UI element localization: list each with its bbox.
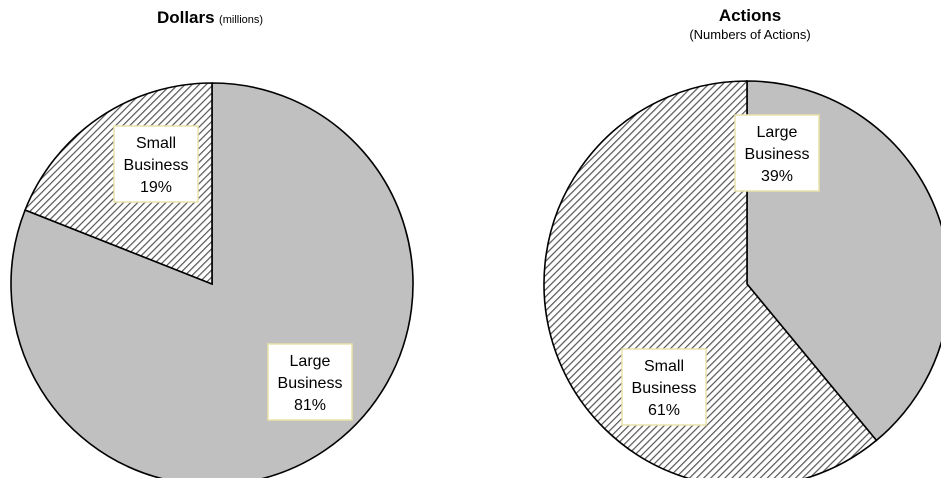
- slice-label-text: 81%: [294, 397, 326, 414]
- slice-label-small-business: Small Business 61%: [621, 348, 707, 426]
- slice-label-large-business: Large Business 81%: [267, 343, 353, 421]
- label-box: [621, 348, 707, 426]
- slice-label-text: Large: [757, 124, 798, 141]
- label-box: [734, 114, 820, 192]
- slice-label-text: 19%: [140, 179, 172, 196]
- slice-label-text: Business: [632, 380, 697, 397]
- slice-label-text: Business: [124, 157, 189, 174]
- pie-dollars: Large Business 81% Small Business 19%: [10, 82, 414, 478]
- pie-actions: Large Business 39% Small Business 61%: [543, 80, 941, 478]
- slice-label-text: Business: [745, 146, 810, 163]
- title-sub: (millions): [219, 14, 264, 26]
- title-sub: (Numbers of Actions): [689, 27, 811, 42]
- title-main: Dollars: [156, 8, 215, 27]
- label-box: [267, 343, 353, 421]
- chart-title-actions: Actions (Numbers of Actions): [600, 6, 900, 42]
- slice-label-text: Large: [290, 353, 331, 370]
- label-box: [113, 125, 199, 203]
- slice-label-text: Business: [278, 375, 343, 392]
- slice-label-text: Small: [136, 135, 176, 152]
- slice-label-text: 39%: [761, 168, 793, 185]
- title-main: Actions: [718, 6, 782, 25]
- slice-label-small-business: Small Business 19%: [113, 125, 199, 203]
- slice-label-large-business: Large Business 39%: [734, 114, 820, 192]
- chart-title-dollars: Dollars (millions): [60, 8, 360, 28]
- slice-label-text: Small: [644, 358, 684, 375]
- slice-label-text: 61%: [648, 402, 680, 419]
